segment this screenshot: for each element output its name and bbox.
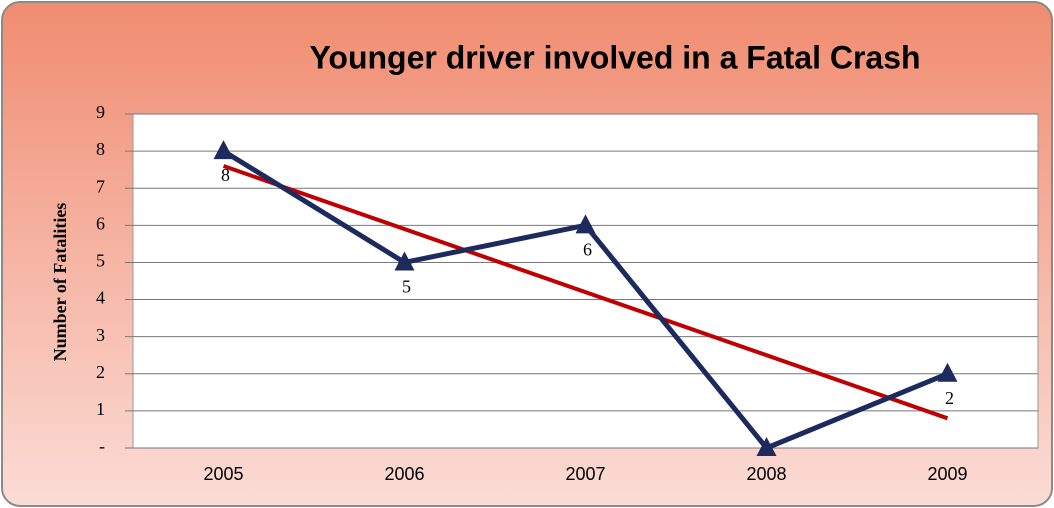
data-label: 2 bbox=[945, 388, 954, 408]
y-tick-label: 4 bbox=[96, 288, 105, 308]
marker bbox=[213, 140, 234, 160]
marker bbox=[937, 362, 958, 382]
x-tick-label: 2008 bbox=[746, 464, 786, 484]
x-tick-label: 2007 bbox=[565, 464, 605, 484]
y-tick-label: 1 bbox=[96, 399, 105, 419]
y-axis-label: Number of Fatalities bbox=[50, 203, 70, 362]
x-tick-label: 2009 bbox=[927, 464, 967, 484]
y-tick-label: - bbox=[99, 436, 105, 456]
marker bbox=[394, 251, 415, 271]
y-tick-label: 8 bbox=[96, 139, 105, 159]
plot-area bbox=[132, 113, 1039, 449]
data-label: 5 bbox=[402, 277, 411, 297]
data-label: 6 bbox=[583, 239, 592, 259]
data-label: 8 bbox=[221, 165, 230, 185]
y-tick-label: 6 bbox=[96, 213, 105, 233]
marker bbox=[756, 437, 777, 456]
x-tick-label: 2005 bbox=[203, 464, 243, 484]
chart-title: Younger driver involved in a Fatal Crash bbox=[309, 39, 920, 75]
marker bbox=[575, 214, 596, 234]
y-tick-label: 2 bbox=[96, 362, 105, 382]
x-tick-label: 2006 bbox=[384, 464, 424, 484]
y-tick-label: 7 bbox=[96, 176, 105, 196]
trendline bbox=[222, 164, 949, 421]
y-tick-label: 9 bbox=[96, 102, 105, 122]
y-tick-label: 5 bbox=[96, 251, 105, 271]
y-tick-label: 3 bbox=[96, 325, 105, 345]
